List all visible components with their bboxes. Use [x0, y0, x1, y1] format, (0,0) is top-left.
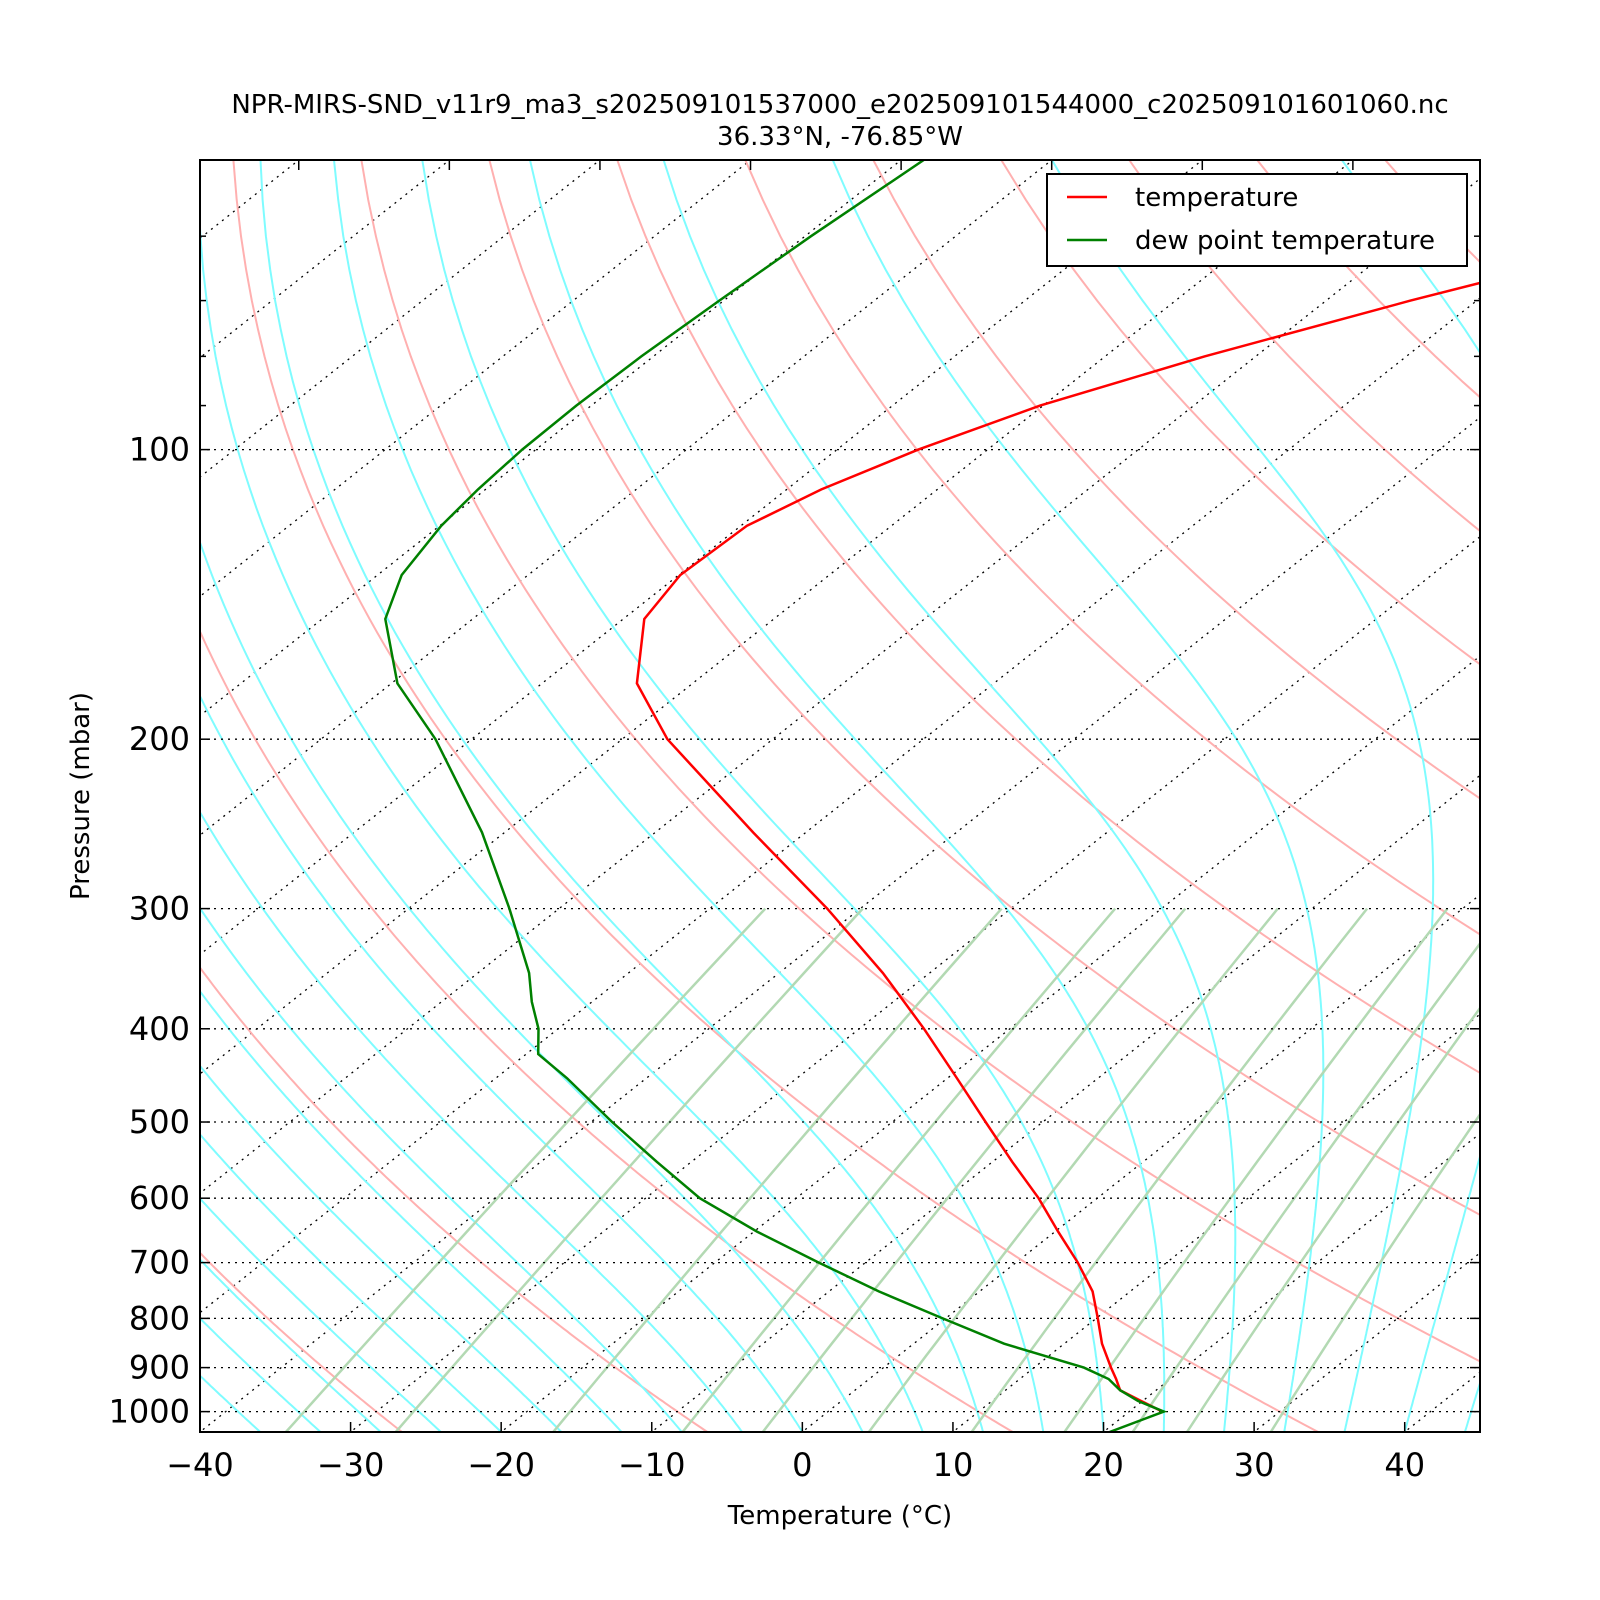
legend-label-dew-point: dew point temperature [1135, 226, 1435, 256]
mixing-ratio-line [1063, 907, 1449, 1432]
legend: temperature dew point temperature [1046, 173, 1468, 267]
y-tick-label: 500 [129, 1103, 190, 1141]
dry-adiabat-line [1128, 160, 1480, 533]
x-tick-label: 0 [792, 1446, 812, 1484]
isotherm-line [200, 160, 1053, 836]
dry-adiabat-line [200, 965, 710, 1432]
dry-adiabat-line [232, 160, 1321, 1432]
x-tick-label: 20 [1083, 1446, 1124, 1484]
y-tick-label: 900 [129, 1349, 190, 1387]
moist-adiabat-line [831, 160, 1325, 1432]
moist-adiabat-line [528, 160, 1166, 1432]
y-tick-label: 200 [129, 720, 190, 758]
dry-adiabat-line [616, 160, 1480, 1075]
moist-adiabat-line [200, 207, 924, 1432]
x-tick-label: −10 [618, 1446, 686, 1484]
isotherm-line [801, 893, 1480, 1432]
chart-title: NPR-MIRS-SND_v11r9_ma3_s202509101537000_… [231, 90, 1448, 120]
moist-adiabat-line [200, 1132, 502, 1432]
y-tick-label: 600 [129, 1179, 190, 1217]
mixing-ratio-line [867, 907, 1279, 1432]
moist-adiabat-line [200, 539, 864, 1432]
isotherm-line [500, 655, 1480, 1432]
moist-adiabat-line [200, 1197, 442, 1432]
moist-adiabat-line [1463, 1379, 1480, 1432]
x-tick-label: −20 [467, 1446, 535, 1484]
mixing-ratio-line [284, 907, 767, 1432]
temperature-line [635, 281, 1480, 1413]
isotherm-line [951, 1013, 1480, 1432]
x-axis-label: Temperature (°C) [727, 1501, 952, 1531]
isotherm-line [1531, 67, 1600, 1452]
y-tick-label: 700 [129, 1244, 190, 1282]
isotherm-line [200, 160, 1354, 1075]
isotherm-line [0, 67, 115, 1452]
mixing-ratio-line [552, 907, 1003, 1432]
isotherm-line [200, 297, 1480, 1314]
isotherm-line [1403, 1371, 1480, 1432]
y-tick-label: 100 [129, 431, 190, 469]
isotherm-line [200, 160, 601, 478]
moist-adiabat-line [200, 1064, 563, 1432]
moist-adiabat-line [1050, 160, 1435, 1432]
dry-adiabat-line [872, 160, 1480, 800]
mixing-ratio-line [1185, 1006, 1480, 1432]
isotherm-line [200, 160, 300, 240]
moist-adiabat-line [200, 693, 804, 1432]
dry-adiabat-line [744, 160, 1480, 936]
isotherm-line [1102, 1132, 1480, 1432]
isotherm-line [1253, 1252, 1480, 1432]
isotherm-line [200, 160, 1204, 956]
x-tick-label: 30 [1234, 1446, 1275, 1484]
moist-adiabat-line [662, 160, 1237, 1432]
isotherm-line [650, 774, 1480, 1432]
moist-adiabat-line [200, 1317, 322, 1432]
dry-adiabat-line [488, 160, 1480, 1217]
x-tick-label: 40 [1384, 1446, 1425, 1484]
y-tick-label: 1000 [109, 1393, 190, 1431]
dew-point-line [384, 160, 1168, 1432]
moist-adiabat-line [421, 160, 1105, 1432]
dry-adiabat-line [360, 160, 1480, 1363]
y-tick-label: 300 [129, 890, 190, 928]
y-tick-labels: 100 200 300 400 500 600 700 800 900 1000 [109, 431, 190, 1431]
dry-adiabat-line [200, 629, 1015, 1432]
dry-adiabat-line [1552, 67, 1600, 1452]
series-group [384, 160, 1480, 1432]
moist-adiabat-line [1525, 67, 1600, 1432]
x-tick-label: −40 [166, 1446, 234, 1484]
y-axis-label: Pressure (mbar) [66, 692, 96, 900]
background-lines [0, 67, 1600, 1452]
chart-subtitle: 36.33°N, -76.85°W [717, 122, 963, 152]
y-tick-label: 400 [129, 1010, 190, 1048]
dry-adiabat-line [0, 67, 118, 1452]
mixing-ratio-line [1131, 941, 1480, 1432]
dry-adiabat-line [1255, 160, 1480, 399]
axis-ticks [199, 159, 1480, 1432]
isotherm-line [200, 177, 1480, 1195]
legend-label-temperature: temperature [1135, 183, 1298, 213]
mixing-ratio-line [394, 907, 864, 1432]
moist-adiabat-line [200, 906, 683, 1432]
legend-box [1046, 173, 1468, 267]
isobar-grid [200, 448, 1480, 1413]
mixing-ratio-line [1269, 1112, 1480, 1432]
moist-adiabat-line [200, 989, 623, 1432]
mixing-ratio-line [681, 907, 1117, 1432]
moist-adiabat-line [200, 810, 743, 1432]
x-tick-label: −30 [317, 1446, 385, 1484]
mixing-ratio-line [761, 907, 1187, 1432]
moist-adiabat-line [332, 160, 1045, 1432]
moist-adiabat-line [259, 160, 985, 1432]
moist-adiabat-line [200, 1258, 382, 1432]
plot-frame [199, 159, 1481, 1433]
isotherm-line [349, 535, 1480, 1432]
x-tick-label: 10 [933, 1446, 974, 1484]
x-tick-labels: −40 −30 −20 −10 0 10 20 30 40 [166, 1446, 1425, 1484]
y-tick-label: 800 [129, 1299, 190, 1337]
mixing-ratio-line [970, 907, 1369, 1432]
isotherm-line [200, 416, 1480, 1432]
